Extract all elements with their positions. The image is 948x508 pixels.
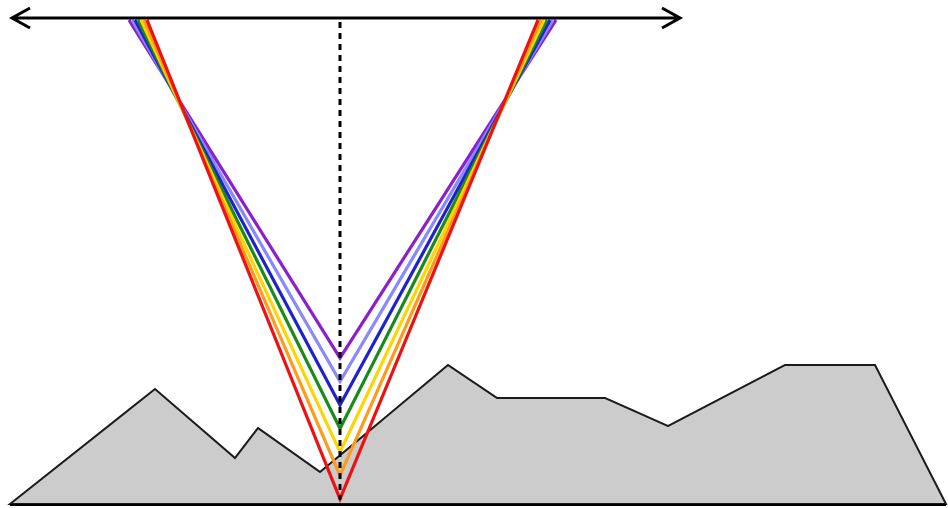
ray-2	[130, 19, 555, 385]
left-arrowhead	[8, 6, 31, 30]
double-headed-arrow-icon	[8, 6, 684, 30]
right-arrowhead	[661, 6, 684, 30]
terrain	[7, 363, 948, 505]
ray-3	[133, 19, 552, 409]
